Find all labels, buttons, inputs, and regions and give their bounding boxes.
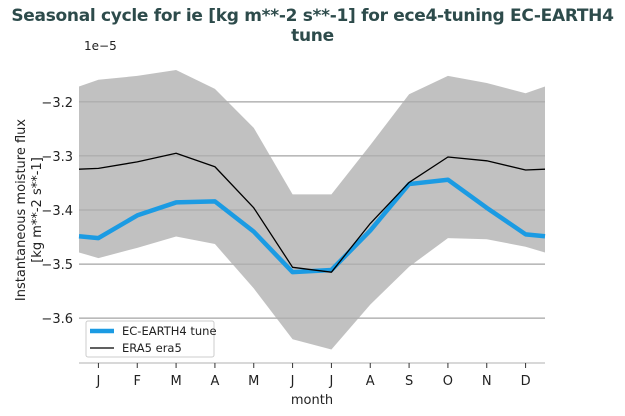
chart-title: Seasonal cycle for ie [kg m**-2 s**-1] f…: [11, 6, 614, 46]
y-tick-label: −3.6: [41, 312, 73, 327]
series-line-1: [78, 152, 546, 273]
series-line-0: [78, 177, 546, 275]
x-tick-label: N: [482, 374, 492, 389]
legend-label: ERA5 era5: [122, 341, 182, 355]
y-tick-label: −3.5: [41, 258, 73, 273]
x-tick-label: O: [443, 374, 453, 389]
y-tick-label: −3.3: [41, 150, 73, 165]
x-tick-label: A: [366, 374, 375, 389]
x-tick-label: D: [521, 374, 531, 389]
x-axis-label: month: [291, 393, 333, 408]
x-tick-label: F: [134, 374, 141, 389]
y-tick-label: −3.4: [41, 204, 73, 219]
y-tick-label: −3.2: [41, 96, 73, 111]
x-tick-label: J: [95, 374, 100, 389]
legend-box: [85, 320, 215, 358]
x-tick-label: M: [248, 374, 259, 389]
legend-label: EC-EARTH4 tune: [122, 324, 217, 338]
x-tick-label: J: [290, 374, 295, 389]
y-scale-label: 1e−5: [84, 39, 117, 53]
y-axis-label: Instantaneous moisture flux[kg m**-2 s**…: [14, 119, 45, 302]
x-tick-label: A: [210, 374, 219, 389]
y-axis-label-line: [kg m**-2 s**-1]: [30, 157, 45, 263]
y-axis-label-line: Instantaneous moisture flux: [14, 119, 29, 302]
x-tick-label: S: [405, 374, 413, 389]
x-tick-label: M: [170, 374, 181, 389]
x-tick-label: J: [328, 374, 333, 389]
